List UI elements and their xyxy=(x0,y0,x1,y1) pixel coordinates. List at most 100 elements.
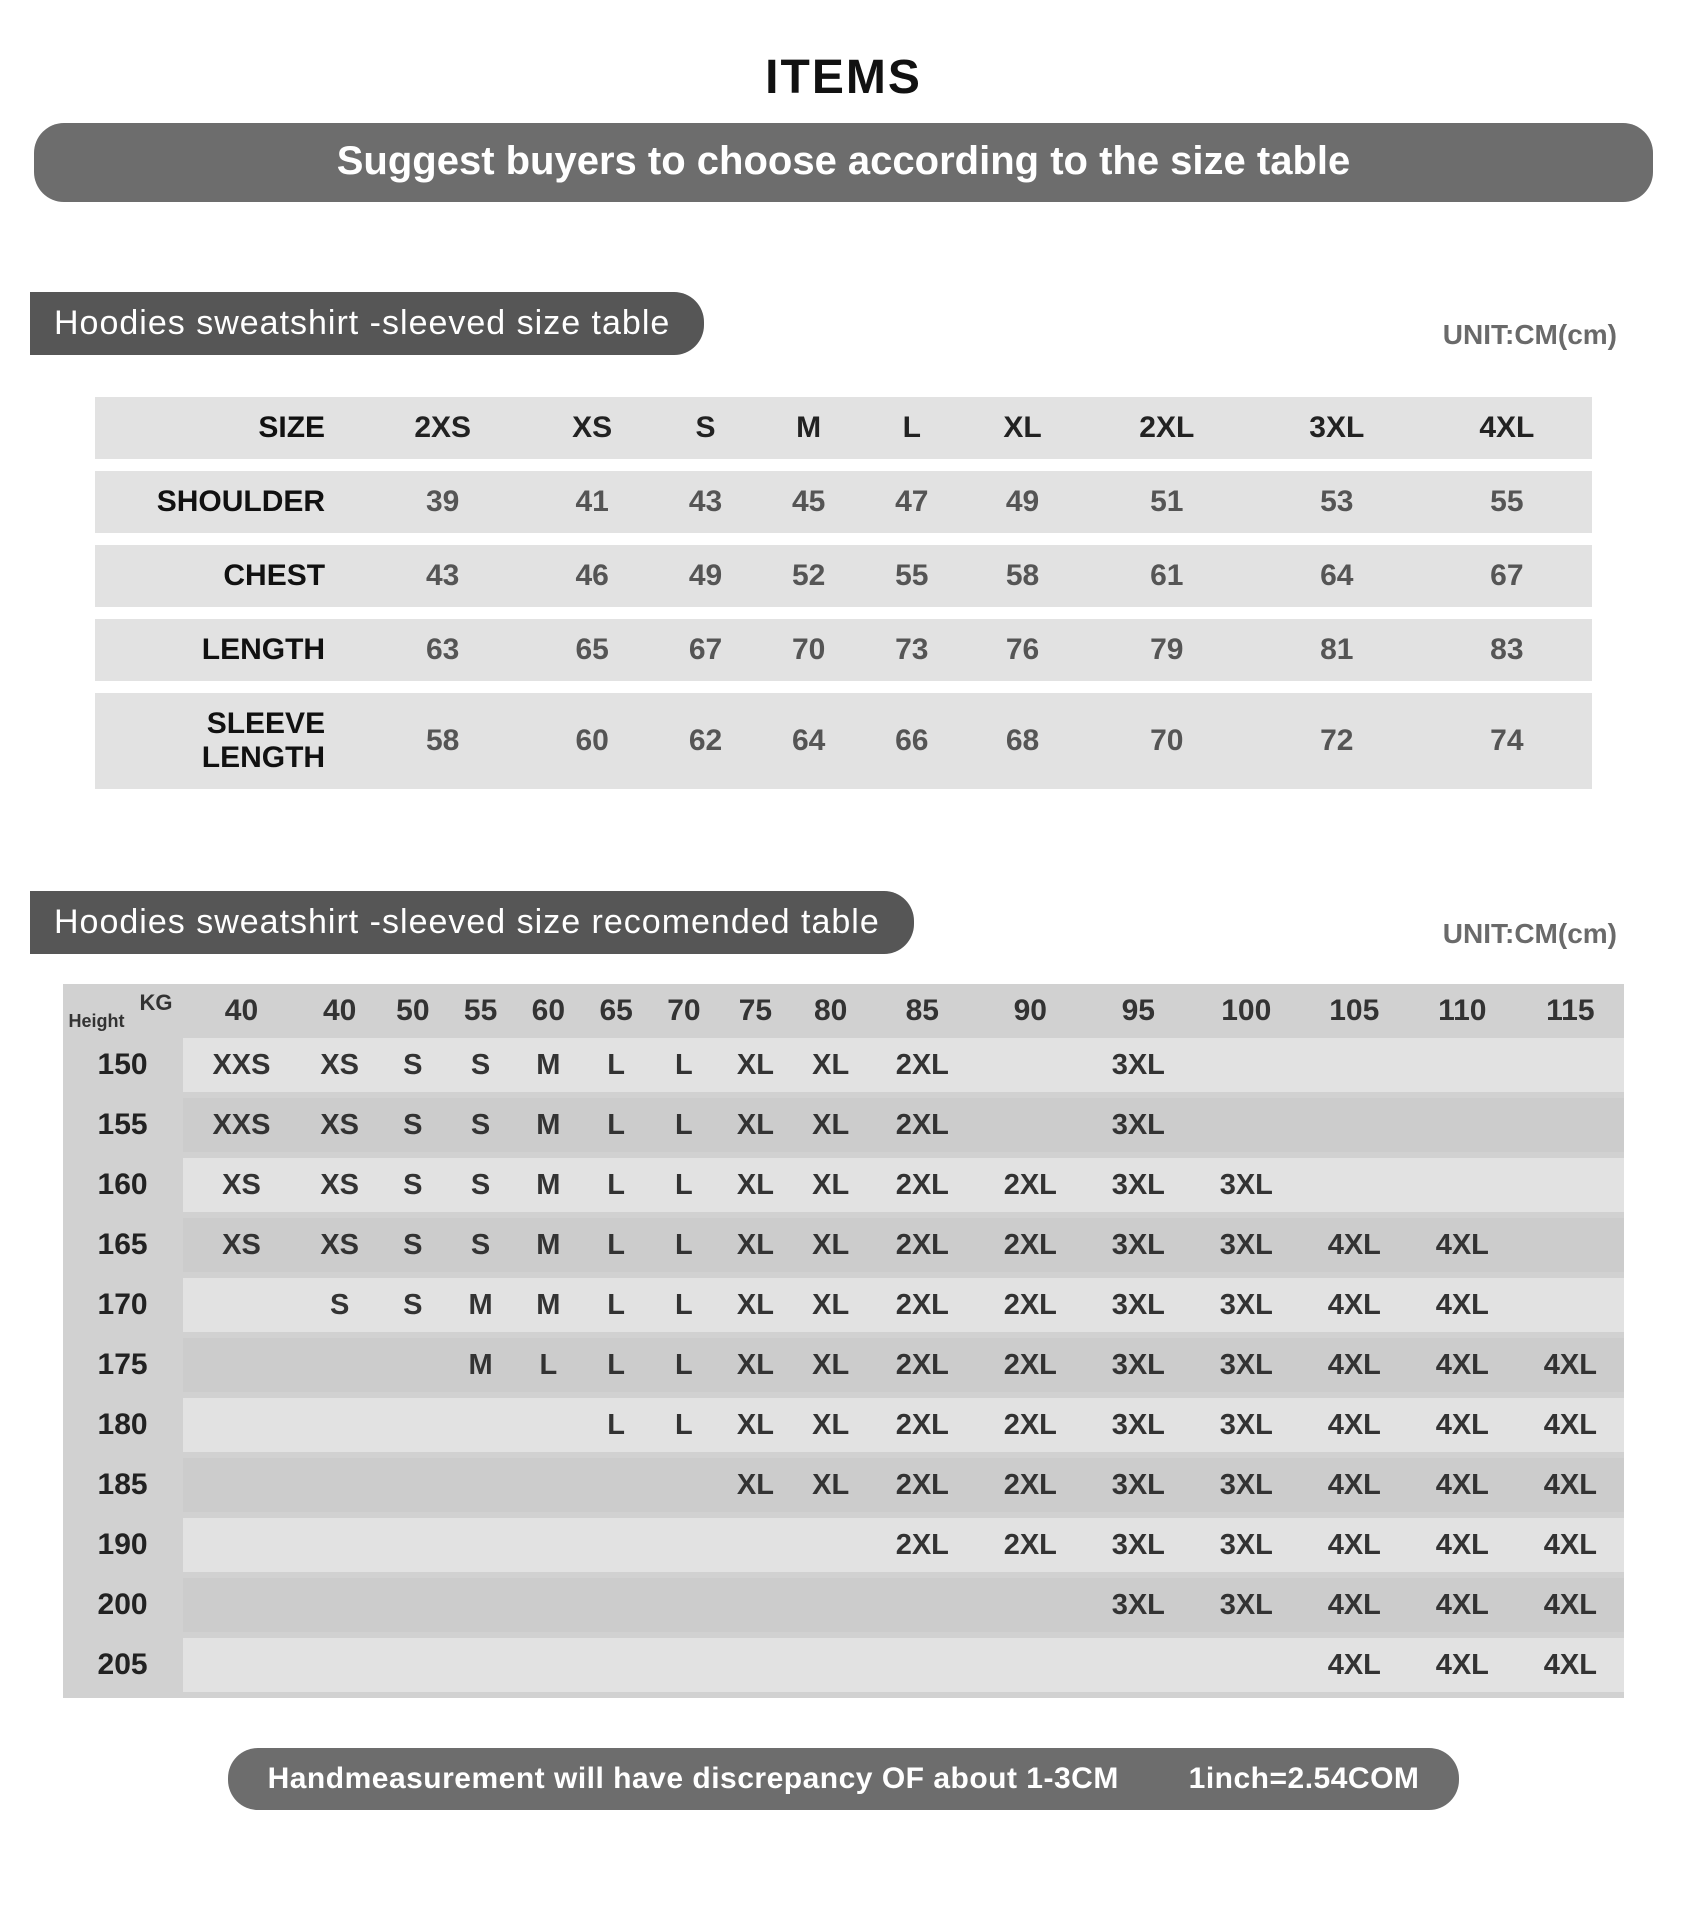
rec-table-cell: XL xyxy=(718,1038,793,1095)
size-table-cell: 70 xyxy=(757,619,860,681)
rec-table-cell xyxy=(300,1635,379,1695)
rec-table-cell xyxy=(793,1515,868,1575)
size-table-header-cell: 4XL xyxy=(1422,397,1592,459)
rec-table-cell: 4XL xyxy=(1408,1635,1516,1695)
rec-table-cell xyxy=(1408,1038,1516,1095)
rec-table-cell xyxy=(650,1455,718,1515)
section2-header-row: Hoodies sweatshirt -sleeved size recomen… xyxy=(30,891,1657,954)
rec-table-cell xyxy=(1300,1155,1408,1215)
rec-table-height-header: 180 xyxy=(63,1395,183,1455)
rec-table-cell xyxy=(183,1395,301,1455)
rec-table-cell: L xyxy=(650,1155,718,1215)
size-table-cell: 68 xyxy=(963,693,1081,789)
rec-table-cell: XL xyxy=(793,1095,868,1155)
size-table-row-label: CHEST xyxy=(95,545,355,607)
rec-table-cell: 4XL xyxy=(1300,1635,1408,1695)
rec-table-cell: M xyxy=(514,1215,582,1275)
rec-table-cell xyxy=(379,1515,447,1575)
rec-table-cell: 4XL xyxy=(1516,1395,1624,1455)
rec-table-cell xyxy=(514,1455,582,1515)
rec-table-cell: 3XL xyxy=(1084,1455,1192,1515)
rec-table-cell xyxy=(582,1575,650,1635)
recommended-table: KGHeight40405055606570758085909510010511… xyxy=(63,984,1625,1698)
rec-table-cell: XL xyxy=(718,1455,793,1515)
size-table-cell: 64 xyxy=(1252,545,1422,607)
rec-table-cell: 3XL xyxy=(1192,1335,1300,1395)
size-table-cell: 49 xyxy=(963,471,1081,533)
page: ITEMS Suggest buyers to choose according… xyxy=(0,0,1687,1870)
size-table-cell: 61 xyxy=(1082,545,1252,607)
rec-table-cell: M xyxy=(514,1095,582,1155)
size-table-cell: 73 xyxy=(860,619,963,681)
size-table-cell: 67 xyxy=(1422,545,1592,607)
rec-table-cell xyxy=(868,1575,976,1635)
size-table-header-cell: 2XS xyxy=(355,397,530,459)
rec-table-cell xyxy=(379,1575,447,1635)
rec-table-cell: 4XL xyxy=(1300,1395,1408,1455)
rec-table-cell xyxy=(379,1335,447,1395)
rec-table-cell: M xyxy=(514,1155,582,1215)
rec-table-cell: S xyxy=(379,1155,447,1215)
size-table-cell: 49 xyxy=(654,545,757,607)
rec-table-cell xyxy=(650,1575,718,1635)
rec-table-kg-header: 100 xyxy=(1192,984,1300,1038)
rec-table-height-header: 155 xyxy=(63,1095,183,1155)
rec-table-cell: M xyxy=(447,1275,515,1335)
banner-text: Suggest buyers to choose according to th… xyxy=(34,123,1653,202)
rec-table-cell: 2XL xyxy=(868,1155,976,1215)
rec-table-cell xyxy=(514,1395,582,1455)
rec-table-cell: 3XL xyxy=(1192,1275,1300,1335)
rec-table-height-header: 200 xyxy=(63,1575,183,1635)
size-table-cell: 51 xyxy=(1082,471,1252,533)
rec-table-cell: L xyxy=(650,1095,718,1155)
rec-table-cell: L xyxy=(650,1275,718,1335)
rec-table-cell xyxy=(447,1395,515,1455)
size-table-header-cell: 2XL xyxy=(1082,397,1252,459)
rec-table-cell: 3XL xyxy=(1192,1515,1300,1575)
rec-table-cell xyxy=(447,1515,515,1575)
rec-table-cell xyxy=(379,1455,447,1515)
size-table-cell: 63 xyxy=(355,619,530,681)
size-table-header-cell: XL xyxy=(963,397,1081,459)
rec-table-cell: S xyxy=(447,1215,515,1275)
section2-title: Hoodies sweatshirt -sleeved size recomen… xyxy=(30,891,914,954)
rec-table-cell: 3XL xyxy=(1084,1575,1192,1635)
rec-table-cell: L xyxy=(582,1038,650,1095)
rec-table-height-header: 150 xyxy=(63,1038,183,1095)
size-table-row-label: SLEEVE LENGTH xyxy=(95,693,355,789)
rec-table-cell: L xyxy=(582,1095,650,1155)
rec-table-cell: 2XL xyxy=(868,1275,976,1335)
size-table-cell: 41 xyxy=(530,471,654,533)
rec-table-cell: XL xyxy=(718,1215,793,1275)
rec-table-cell xyxy=(582,1455,650,1515)
rec-table-cell: 3XL xyxy=(1084,1335,1192,1395)
size-table-header-cell: M xyxy=(757,397,860,459)
rec-table-cell xyxy=(1192,1095,1300,1155)
rec-table-cell: M xyxy=(514,1038,582,1095)
size-table-cell: 55 xyxy=(1422,471,1592,533)
rec-table-cell: S xyxy=(379,1215,447,1275)
rec-table-cell xyxy=(976,1575,1084,1635)
rec-table-cell: 3XL xyxy=(1192,1455,1300,1515)
rec-table-cell: S xyxy=(379,1095,447,1155)
rec-table-cell xyxy=(793,1635,868,1695)
rec-table-cell xyxy=(1516,1275,1624,1335)
rec-table-cell: XL xyxy=(718,1395,793,1455)
rec-table-height-header: 170 xyxy=(63,1275,183,1335)
rec-table-cell: 2XL xyxy=(868,1515,976,1575)
rec-table-cell xyxy=(379,1395,447,1455)
rec-table-cell: XS xyxy=(183,1215,301,1275)
rec-table-height-header: 185 xyxy=(63,1455,183,1515)
size-table-cell: 53 xyxy=(1252,471,1422,533)
rec-table-cell xyxy=(650,1515,718,1575)
rec-table-cell xyxy=(183,1575,301,1635)
rec-table-cell xyxy=(183,1275,301,1335)
rec-table-cell: XL xyxy=(793,1038,868,1095)
rec-table-cell xyxy=(1516,1038,1624,1095)
rec-table-cell: 4XL xyxy=(1300,1575,1408,1635)
rec-table-cell: S xyxy=(379,1275,447,1335)
rec-table-cell xyxy=(379,1635,447,1695)
recommended-table-wrap: KGHeight40405055606570758085909510010511… xyxy=(63,984,1625,1698)
rec-table-cell: L xyxy=(514,1335,582,1395)
section1-title: Hoodies sweatshirt -sleeved size table xyxy=(30,292,704,355)
